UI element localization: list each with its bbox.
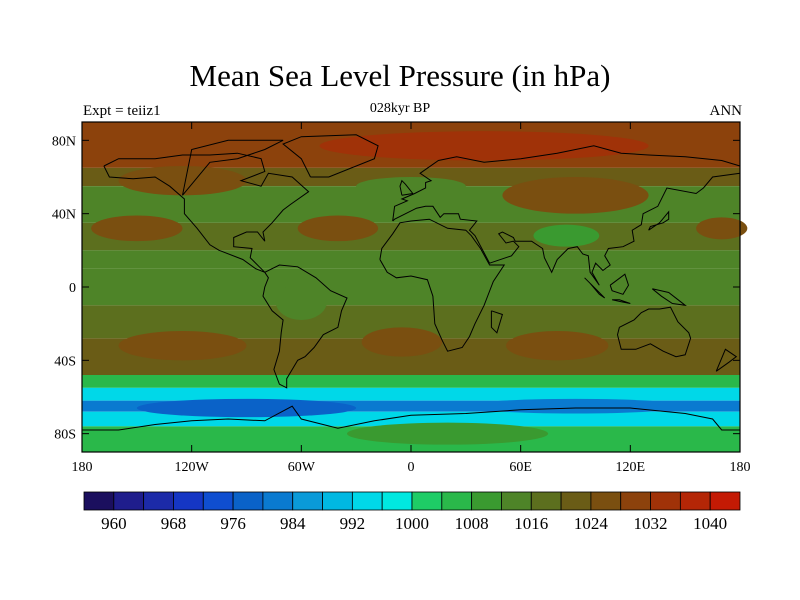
coastline [82,405,740,431]
colorbar-label: 976 [220,514,246,533]
y-tick-label: 0 [69,281,76,296]
coastline [399,179,414,196]
colorbar-swatch [620,491,651,511]
colorbar-label: 1008 [455,514,489,533]
coastline [182,139,284,196]
colorbar-label: 960 [101,514,127,533]
y-tick-label: 40S [54,354,76,369]
high-pressure-cell [118,331,247,361]
colorbar-swatch [679,491,711,511]
high-pressure-cell [506,331,609,361]
longitude-axis: 180 120W 60W 0 60E 120E 180 [72,122,751,475]
map-title: Mean Sea Level Pressure (in hPa) [189,58,611,93]
colorbar-swatch [322,491,353,511]
coastline [648,210,670,231]
colorbar-swatch [292,491,323,511]
x-tick-label: 120E [616,460,646,475]
pressure-band [82,250,740,269]
colorbar-label: 992 [340,514,366,533]
y-tick-label: 80N [52,134,76,149]
colorbar-swatch [560,491,592,511]
low-pressure-cell [533,224,600,247]
x-tick-label: 60E [509,460,532,475]
map-subtitle: 028kyr BP [369,101,431,116]
coastline [609,273,630,295]
pressure-band [82,387,740,401]
colorbar-swatch [650,491,681,511]
colorbar-swatch [530,491,562,511]
colorbar-swatch [441,491,473,511]
x-tick-label: 180 [72,460,93,475]
low-pressure-cell [275,283,327,320]
pressure-field [82,122,748,452]
colorbar-label: 984 [280,514,306,533]
colorbar-swatch [590,491,622,511]
coastline [616,306,692,358]
colorbar-swatch [83,491,115,511]
colorbar-swatch [411,491,443,511]
coastline [379,218,506,352]
coastline [651,288,687,307]
coastline [611,299,631,304]
pressure-band [82,375,740,388]
colorbar-label: 1016 [514,514,548,533]
colorbar-swatch [471,491,502,511]
colorbar-swatch [232,491,264,511]
high-pressure-cell [696,217,748,240]
high-pressure-cell [118,166,247,196]
coastline [584,277,606,299]
high-pressure-cell [361,327,443,357]
colorbar-swatch [202,491,234,511]
y-tick-label: 40N [52,208,76,223]
pressure-band [82,400,740,412]
x-tick-label: 0 [408,460,415,475]
high-pressure-cell [91,215,183,242]
colorbar-swatch [351,491,383,511]
coastline [490,310,504,334]
coastline [262,264,348,389]
colorbar-label: 1000 [395,514,429,533]
high-pressure-cell [319,131,649,161]
coastline [103,152,310,273]
high-pressure-cell [297,215,379,242]
coastlines [82,134,741,431]
coastline [282,134,379,178]
low-pressure-cell [356,177,466,196]
colorbar-swatch [262,491,294,511]
colorbar-label: 968 [161,514,187,533]
pressure-band [82,222,740,251]
pressure-band [82,268,740,306]
y-tick-label: 80S [54,428,76,443]
coastline [392,172,741,286]
colorbar-label: 1024 [574,514,609,533]
colorbar-swatch [709,491,741,511]
high-pressure-cell [502,177,649,214]
colorbar-label: 1032 [634,514,668,533]
coastline [715,348,738,372]
low-pressure-cell [136,398,357,418]
colorbar: 960 968 976 984 992 1000 1008 1016 1024 1032 1040 [83,491,741,533]
colorbar-swatch [501,491,532,511]
colorbar-label: 1040 [693,514,727,533]
low-pressure-cell [347,422,549,445]
latitude-axis: 80N 40N 0 40S 80S [52,134,740,443]
x-tick-label: 60W [288,460,316,475]
coastline [392,145,741,222]
colorbar-swatch [143,491,174,511]
season-label: ANN [709,103,743,119]
experiment-label: Expt = teiiz1 [83,103,161,119]
colorbar-swatch [113,491,145,511]
x-tick-label: 180 [730,460,751,475]
x-tick-label: 120W [175,460,210,475]
colorbar-swatch [381,491,413,511]
colorbar-swatch [173,491,204,511]
